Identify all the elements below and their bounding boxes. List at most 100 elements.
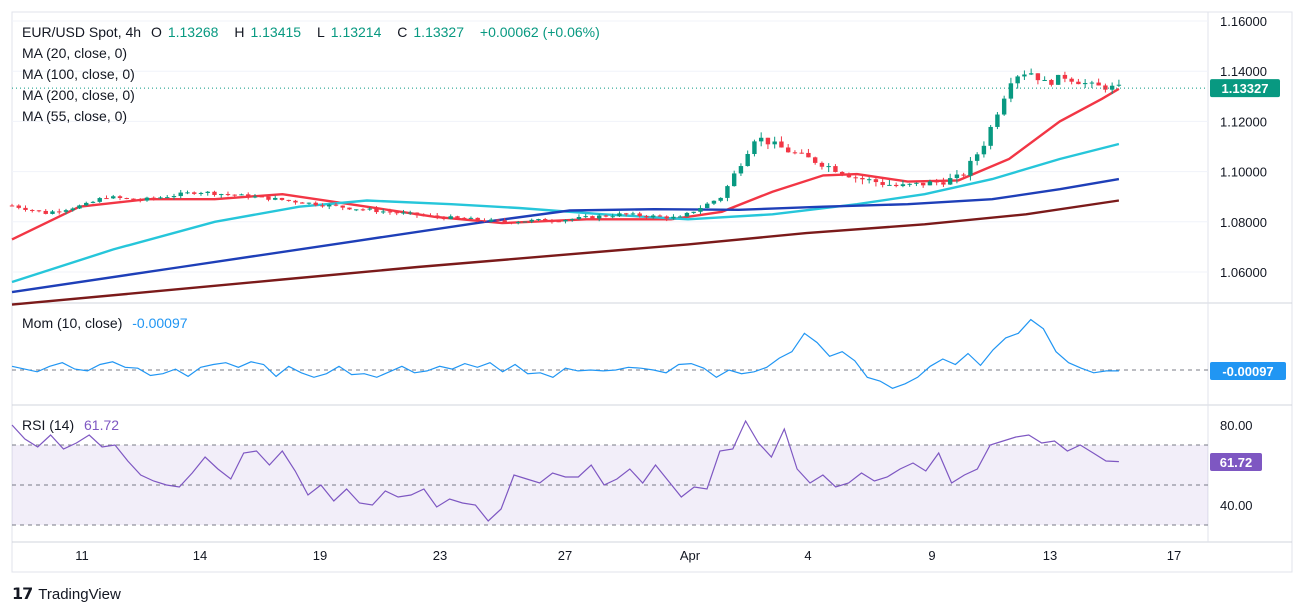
candle-body [1008,83,1014,99]
symbol-legend: EUR/USD Spot, 4h O 1.13268 H 1.13415 L 1.13… [22,24,606,40]
candle-body [36,210,42,212]
candle-body [907,183,912,185]
time-tick: 13 [1043,548,1057,563]
candle-body [414,212,420,216]
candle-body [664,216,669,219]
candle-body [246,194,251,198]
rsi-value: 61.72 [84,417,120,433]
mom-label: Mom (10, close) [22,315,123,331]
low-value: 1.13214 [330,24,382,40]
candle-body [812,157,818,163]
candle-body [435,215,440,218]
candle-body [806,152,811,158]
candle-body [30,209,35,211]
candle-body [293,200,298,203]
candle-body [583,216,588,218]
candle-body [401,212,406,214]
candle-body [495,219,501,221]
candle-body [590,216,595,219]
candle-body [367,208,372,210]
price-grid [12,20,1208,273]
candle-body [1069,78,1074,82]
candle-body [165,197,170,199]
candle-body [988,126,993,146]
time-tick: 4 [804,548,811,563]
candle-body [758,137,764,142]
candle-body [549,221,555,223]
candle-body [529,219,534,222]
candle-body [448,216,453,220]
time-tick: 27 [558,548,572,563]
candle-body [799,152,804,154]
candle-body [610,216,615,218]
candle-body [576,217,582,220]
candle-body [920,182,926,186]
candle-body [313,202,318,206]
candle-body [90,201,96,203]
candle-body [408,212,413,214]
candle-body [1035,73,1041,81]
tradingview-logo-icon: 𝟭𝟳 [12,586,33,603]
candle-body [354,209,359,211]
ma20-legend[interactable]: MA (20, close, 0) [22,45,128,61]
time-tick: 9 [928,548,935,563]
candle-body [97,198,102,202]
mom-legend[interactable]: Mom (10, close) -0.00097 [22,315,194,331]
candle-body [212,191,217,195]
candle-body [455,216,460,218]
candle-body [866,179,872,181]
rsi-tag [1210,453,1262,471]
candle-body [765,137,771,145]
candle-body [617,213,622,217]
rsi-series-line [11,419,1119,522]
symbol-name: EUR/USD Spot, 4h [22,24,142,40]
candle-body [893,184,899,187]
ma55-legend[interactable]: MA (55, close, 0) [22,108,128,124]
candle-body [725,186,730,198]
change-value: +0.00062 (+0.06%) [479,24,600,40]
candle-body [569,219,575,221]
candle-body [650,215,656,218]
candle-body [1028,73,1034,75]
candle-body [846,174,852,178]
candle-body [927,181,933,186]
candle-body [266,196,271,200]
candle-body [819,162,825,167]
candle-body [259,196,264,198]
candle-body [543,219,548,222]
ma100-legend[interactable]: MA (100, close, 0) [22,66,135,82]
price-tag [1210,79,1280,98]
candle-body [718,197,723,201]
price-tick: 1.08000 [1220,215,1267,230]
candle-body [347,207,352,210]
ma200-legend[interactable]: MA (200, close, 0) [22,87,135,103]
rsi-band [12,445,1208,525]
candle-body [441,217,447,220]
tradingview-brand[interactable]: 𝟭𝟳 TradingView [12,584,121,604]
candle-body [839,171,845,175]
candle-body [1076,81,1081,85]
ohlc-high: H 1.13415 [234,24,307,40]
candle-body [151,197,156,199]
candle-body [84,202,89,206]
candle-body [387,211,393,213]
moving-averages [11,87,1120,306]
candle-body [144,197,150,201]
candle-body [1103,85,1108,90]
candle-body [1062,74,1068,79]
candle-body [671,216,676,219]
candle-body [306,202,312,204]
candle-body [1096,82,1101,86]
candle-body [833,166,838,172]
rsi-legend[interactable]: RSI (14) 61.72 [22,417,125,433]
candle-body [691,211,696,213]
candle-body [286,199,291,201]
time-axis: 11 14 19 23 27 Apr 4 9 13 17 [75,548,1181,563]
mom-tag-text: -0.00097 [1222,364,1273,379]
candle-body [489,219,494,222]
candle-body [185,192,190,194]
candle-body [914,182,919,184]
mom-series-line [11,318,1119,389]
candle-body [974,154,980,161]
candle-body [475,217,480,221]
